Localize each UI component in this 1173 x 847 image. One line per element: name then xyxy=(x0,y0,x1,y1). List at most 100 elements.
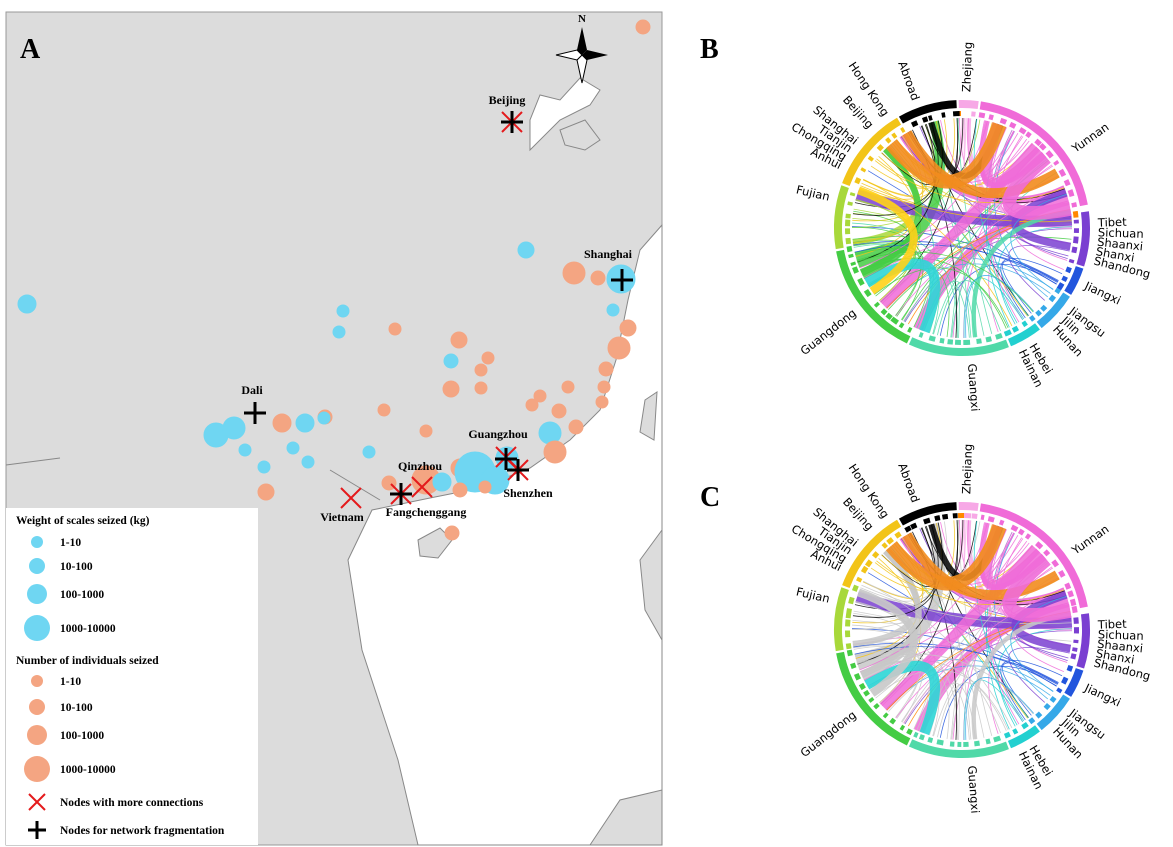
ring-tick xyxy=(910,523,917,530)
seizure-dot xyxy=(333,326,345,338)
seizure-dot xyxy=(518,242,534,258)
ring-tick xyxy=(1004,329,1012,336)
ring-tick xyxy=(872,551,879,558)
seizure-dot xyxy=(552,404,566,418)
ring-tick xyxy=(985,739,990,745)
ring-tick xyxy=(1049,295,1056,303)
ring-tick xyxy=(1058,570,1065,578)
ring-tick xyxy=(891,132,897,138)
ring-segment xyxy=(959,502,979,511)
ring-tick xyxy=(941,112,945,118)
seizure-dot xyxy=(389,323,401,335)
ring-tick xyxy=(928,115,933,121)
legend-label: 1-10 xyxy=(60,676,81,688)
ring-tick xyxy=(845,631,850,638)
ring-tick xyxy=(911,120,918,127)
ring-tick xyxy=(963,742,968,747)
page: N A Beijing Shanghai Dali Guangzhou Qinz… xyxy=(0,0,1173,847)
ring-tick xyxy=(900,127,905,133)
chord-label: Yunnan xyxy=(1068,120,1111,156)
legend-title: Number of individuals seized xyxy=(16,655,159,667)
seizure-dot xyxy=(599,362,613,376)
ring-tick xyxy=(868,697,874,703)
seizure-dot xyxy=(273,414,291,432)
seizure-dot xyxy=(562,381,574,393)
ring-tick xyxy=(974,741,980,747)
legend-title: Weight of scales seized (kg) xyxy=(16,515,150,527)
place-label: Shanghai xyxy=(584,247,633,261)
ring-tick xyxy=(854,177,861,184)
ring-tick xyxy=(874,302,880,308)
legend-swatch xyxy=(27,584,47,604)
ring-tick xyxy=(971,111,976,116)
ring-tick xyxy=(988,114,993,120)
ring-tick xyxy=(1069,259,1075,264)
legend-swatch xyxy=(24,756,50,782)
legend-label: 1000-10000 xyxy=(60,764,116,776)
ring-tick xyxy=(877,144,884,151)
chord-diagram: ZhejiangYunnanTibetSichuanShaanxiShanxiS… xyxy=(789,444,1152,814)
seizure-dot xyxy=(526,399,538,411)
ring-tick xyxy=(1056,687,1062,693)
ring-tick xyxy=(864,289,872,297)
ring-tick xyxy=(953,111,960,116)
legend-label: 100-1000 xyxy=(60,730,104,742)
ring-tick xyxy=(850,262,856,266)
ring-tick xyxy=(883,712,889,718)
seizure-dot xyxy=(479,481,491,493)
ring-tick xyxy=(847,201,853,205)
ring-tick xyxy=(995,333,1003,340)
legend-label: Nodes with more connections xyxy=(60,797,204,809)
ring-tick xyxy=(955,340,961,345)
ring-tick xyxy=(1072,606,1078,613)
ring-tick xyxy=(1073,211,1079,218)
ring-tick xyxy=(1067,590,1074,597)
chord-label: Guangdong xyxy=(798,708,859,760)
seizure-dot xyxy=(239,444,251,456)
ring-tick xyxy=(1011,525,1019,532)
seizure-dot xyxy=(596,396,608,408)
ring-tick xyxy=(934,515,940,521)
chord-label: Abroad xyxy=(895,59,922,102)
ring-tick xyxy=(854,673,861,681)
ring-tick xyxy=(1004,732,1011,739)
seizure-dot xyxy=(475,364,487,376)
ring-tick xyxy=(1022,321,1028,328)
chord-label: Jiangxi xyxy=(1082,680,1123,709)
ring-tick xyxy=(852,585,859,592)
chord-label: Fujian xyxy=(795,584,831,605)
ring-tick xyxy=(1064,179,1071,186)
seizure-dot xyxy=(482,352,494,364)
legend-swatch xyxy=(31,536,43,548)
legend: Weight of scales seized (kg) Number of i… xyxy=(6,508,258,845)
ring-tick xyxy=(865,559,873,567)
place-label: Qinzhou xyxy=(398,459,442,473)
ring-tick xyxy=(1071,247,1077,254)
ring-tick xyxy=(873,703,879,709)
ring-tick xyxy=(939,338,944,344)
chord-label: Abroad xyxy=(895,461,922,504)
ring-tick xyxy=(904,525,911,532)
ring-tick xyxy=(957,742,961,747)
ring-tick xyxy=(1070,599,1076,606)
seizure-dot xyxy=(258,484,274,500)
place-label: Guangzhou xyxy=(468,427,528,441)
ring-tick xyxy=(972,513,978,519)
ring-tick xyxy=(845,214,850,219)
ring-tick xyxy=(1074,220,1079,224)
legend-label: Nodes for network fragmentation xyxy=(60,825,225,837)
map-panel: N A Beijing Shanghai Dali Guangzhou Qinz… xyxy=(6,12,662,845)
ring-segment xyxy=(834,587,849,651)
ring-tick xyxy=(1050,696,1057,703)
ring-tick xyxy=(1064,582,1071,589)
ring-tick xyxy=(1070,653,1076,659)
ring-tick xyxy=(1061,677,1068,685)
ring-tick xyxy=(861,566,868,574)
ring-tick xyxy=(863,690,870,697)
ring-tick xyxy=(890,317,899,325)
ring-tick xyxy=(1025,131,1032,138)
seizure-dot xyxy=(475,382,487,394)
ring-tick xyxy=(1035,711,1042,718)
legend-label: 10-100 xyxy=(60,702,93,714)
ring-tick xyxy=(1009,122,1016,129)
